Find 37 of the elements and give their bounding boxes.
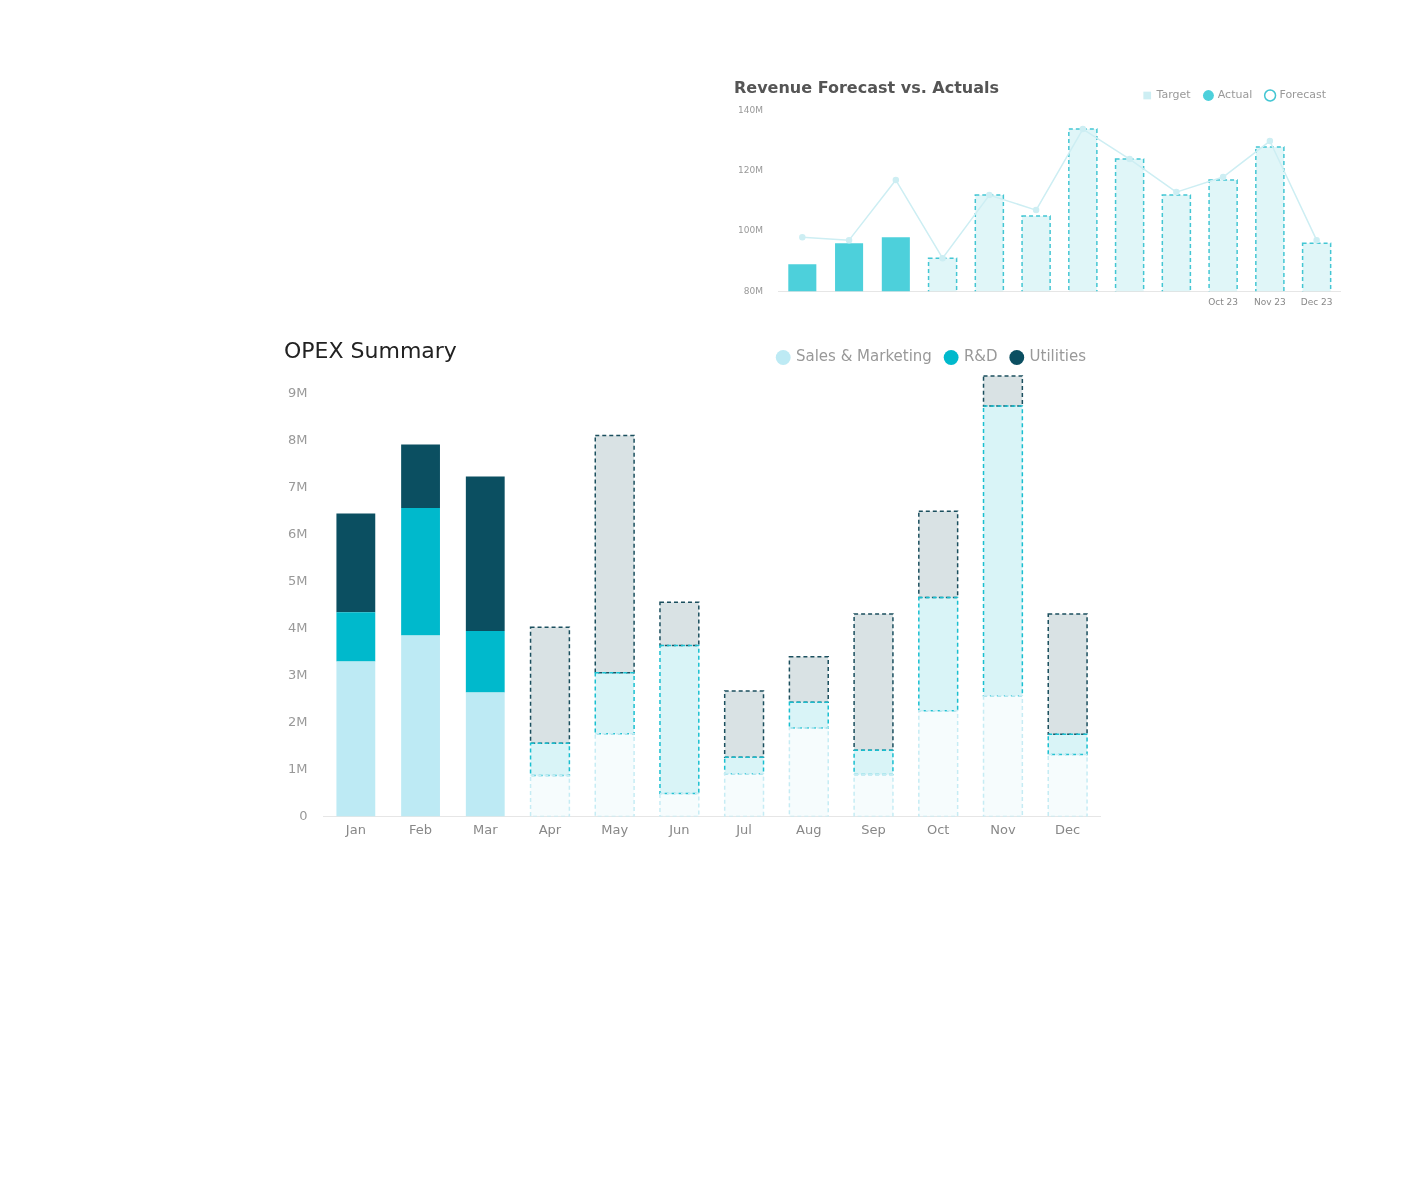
- x-tick-label: Jul: [735, 821, 752, 837]
- x-tick-label: Jan: [344, 821, 366, 837]
- x-tick-label: Aug: [796, 821, 822, 837]
- y-tick-label: 5M: [287, 572, 308, 588]
- y-tick-label: 6M: [287, 526, 308, 542]
- y-tick-label: 80M: [743, 285, 763, 296]
- x-tick-label: Mar: [473, 821, 499, 837]
- legend-label: Actual: [1217, 88, 1253, 102]
- y-tick-label: 140M: [737, 105, 763, 116]
- y-tick-label: 0: [299, 807, 308, 823]
- x-tick-label: Apr: [538, 821, 562, 837]
- legend-label: Forecast: [1279, 88, 1327, 102]
- y-tick-label: 8M: [287, 432, 308, 448]
- x-tick-label: Nov 23: [1253, 296, 1286, 307]
- x-tick-label: Jun: [668, 821, 690, 837]
- y-tick-label: 2M: [287, 713, 308, 729]
- x-tick-label: May: [601, 821, 629, 837]
- y-tick-label: 100M: [737, 225, 763, 236]
- legend-label: Utilities: [1029, 347, 1087, 366]
- x-tick-label: Oct: [926, 821, 950, 837]
- y-tick-label: 9M: [287, 385, 308, 401]
- chart-title: OPEX Summary: [284, 338, 457, 363]
- y-tick-label: 120M: [737, 165, 763, 176]
- x-tick-label: Dec 23: [1300, 296, 1333, 307]
- x-tick-label: Sep: [861, 821, 886, 837]
- legend-label: Sales & Marketing: [795, 347, 932, 366]
- legend-label: Target: [1155, 88, 1192, 102]
- chart-title: Revenue Forecast vs. Actuals: [734, 78, 1000, 97]
- x-tick-label: Feb: [409, 821, 433, 837]
- y-tick-label: 1M: [287, 760, 308, 776]
- legend-label: R&D: [963, 347, 998, 366]
- x-tick-label: Nov: [990, 821, 1016, 837]
- x-tick-label: Oct 23: [1208, 296, 1239, 307]
- x-tick-label: Dec: [1055, 821, 1081, 837]
- y-tick-label: 3M: [287, 666, 308, 682]
- y-tick-label: 4M: [287, 619, 308, 635]
- y-tick-label: 7M: [287, 479, 308, 495]
